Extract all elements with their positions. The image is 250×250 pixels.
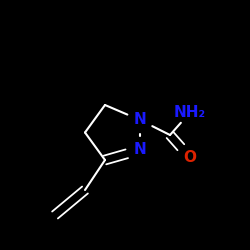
Text: NH₂: NH₂ [174,105,206,120]
Text: O: O [184,150,196,165]
Text: N: N [134,112,146,128]
Text: N: N [134,142,146,158]
